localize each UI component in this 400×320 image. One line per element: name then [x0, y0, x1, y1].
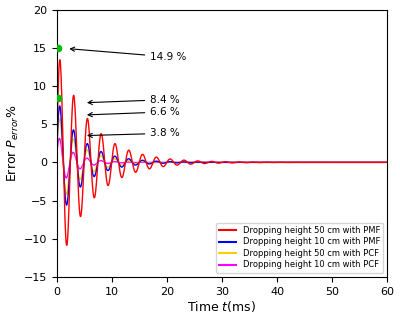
Text: 14.9 %: 14.9 %	[70, 47, 187, 62]
Text: 8.4 %: 8.4 %	[88, 95, 180, 105]
Text: 6.6 %: 6.6 %	[88, 107, 180, 117]
X-axis label: Time $t$(ms): Time $t$(ms)	[187, 300, 257, 315]
Legend: Dropping height 50 cm with PMF, Dropping height 10 cm with PMF, Dropping height : Dropping height 50 cm with PMF, Dropping…	[216, 223, 383, 273]
Text: 3.8 %: 3.8 %	[88, 128, 180, 138]
Y-axis label: Error $P_{error}$%: Error $P_{error}$%	[6, 104, 21, 182]
